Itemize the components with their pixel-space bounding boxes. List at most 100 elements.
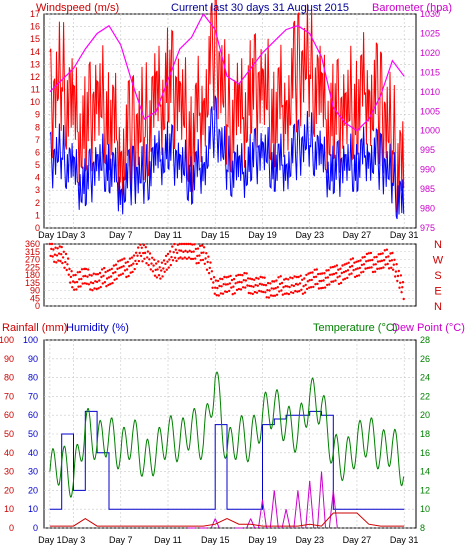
humidity-tick-label: 90 <box>28 354 38 364</box>
wind-direction-point <box>399 274 403 277</box>
dew-point-spike <box>246 518 252 529</box>
wind-direction-point <box>160 261 164 264</box>
wind-direction-point <box>198 244 202 248</box>
wind-direction-point <box>289 291 293 294</box>
wind-direction-point <box>135 262 138 266</box>
wind-direction-point <box>394 275 397 278</box>
wind-direction-point <box>157 260 160 263</box>
wind-direction-point <box>354 268 357 271</box>
wind-direction-point <box>269 282 272 285</box>
wind-direction-point <box>66 263 69 266</box>
wind-direction-point <box>323 286 327 289</box>
wind-direction-point <box>366 266 369 270</box>
rain-humidity-temp-x-axis: Day 1 Day 3 Day 7 Day 11 Day 15 Day 19 Day 23 D… <box>38 535 418 545</box>
wind-direction-point <box>234 282 237 285</box>
wind-direction-point <box>303 277 306 280</box>
direction-tick-label: 315 <box>25 247 40 257</box>
wind-direction-point <box>199 259 202 262</box>
temperature-tick-label: 16 <box>420 448 430 458</box>
wind-direction-point <box>240 281 243 284</box>
wind-direction-point <box>253 278 256 281</box>
wind-direction-point <box>331 265 335 269</box>
wind-direction-point <box>374 263 377 266</box>
wind-direction-point <box>100 268 104 271</box>
wind-direction-point <box>164 254 168 258</box>
wind-direction-point <box>155 276 159 279</box>
wind-direction-point <box>249 277 252 280</box>
wind-direction-point <box>136 254 139 257</box>
wind-direction-grid <box>44 243 416 307</box>
wind-direction-point <box>246 284 249 287</box>
dew-point-spike <box>293 490 299 529</box>
wind-direction-point <box>352 269 355 272</box>
wind-direction-point <box>266 281 270 285</box>
wind-direction-point <box>306 280 309 283</box>
wind-direction-point <box>146 250 150 253</box>
temperature-line <box>49 371 405 498</box>
dew-point-spike <box>328 490 334 529</box>
wind-direction-point <box>389 252 392 255</box>
wind-direction-point <box>324 276 327 279</box>
wind-direction-point <box>96 273 100 276</box>
wind-direction-point <box>208 266 211 270</box>
wind-direction-point <box>124 261 127 264</box>
wind-direction-point <box>205 252 208 255</box>
rainfall-tick-label: 80 <box>4 373 14 383</box>
wind-direction-point <box>378 260 382 263</box>
wind-direction-point <box>349 258 352 261</box>
wind-direction-point <box>152 264 155 267</box>
wind-direction-point <box>305 273 308 277</box>
wind-direction-point <box>384 263 387 266</box>
wind-direction-point <box>399 281 402 284</box>
wind-direction-point <box>68 267 71 271</box>
wind-direction-point <box>120 265 123 269</box>
wind-direction-point <box>323 272 326 275</box>
wind-direction-point <box>157 274 161 277</box>
dew-point-spike <box>281 509 287 529</box>
wind-direction-point <box>147 263 150 267</box>
wind-direction-point <box>316 282 319 286</box>
wind-direction-point <box>401 286 404 289</box>
wind-direction-point <box>314 283 317 286</box>
humidity-tick-label: 20 <box>28 485 38 495</box>
temperature-tick-label: 28 <box>420 335 430 345</box>
wind-direction-point <box>175 259 178 263</box>
wind-direction-point <box>69 281 72 284</box>
wind-direction-point <box>318 279 321 283</box>
dew-point-spike <box>261 499 267 529</box>
windspeed-tick-label: 1 <box>35 210 40 220</box>
wind-direction-point <box>284 285 287 288</box>
wind-direction-point <box>133 267 136 271</box>
wind-direction-point <box>219 277 222 280</box>
wind-direction-point <box>266 289 269 292</box>
wind-direction-point <box>111 281 114 285</box>
compass-label: E <box>434 286 441 298</box>
wind-direction-point <box>260 290 263 293</box>
wind-direction-point <box>215 294 218 297</box>
wind-direction-point <box>372 263 375 266</box>
barometer-tick-label: 1010 <box>420 87 440 97</box>
temperature-axis: 8 10 12 14 16 18 20 22 24 26 28 <box>420 335 430 533</box>
wind-direction-point <box>387 255 390 258</box>
wind-direction-point <box>239 288 243 291</box>
wind-direction-point <box>262 283 266 287</box>
wind-direction-point <box>123 257 126 260</box>
wind-direction-point <box>139 254 143 258</box>
rainfall-tick-label: 20 <box>4 485 14 495</box>
wind-direction-point <box>232 277 236 281</box>
x-tick-label: Day 19 <box>248 230 277 240</box>
wind-direction-point <box>301 292 305 295</box>
wind-direction-point <box>264 291 267 294</box>
wind-direction-point <box>362 270 365 273</box>
wind-direction-point <box>109 275 113 278</box>
wind-direction-point <box>88 273 91 277</box>
wind-direction-point <box>312 285 315 289</box>
wind-direction-point <box>185 242 188 246</box>
wind-direction-point <box>57 252 61 255</box>
wind-direction-point <box>191 257 195 261</box>
wind-direction-point <box>388 259 391 263</box>
wind-direction-point <box>307 272 310 275</box>
wind-direction-point <box>346 276 349 280</box>
